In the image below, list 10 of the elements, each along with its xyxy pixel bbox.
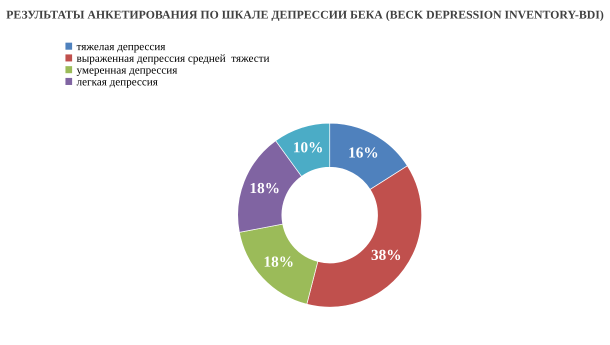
legend-label: легкая депрессия [76,80,158,88]
chart-title: РЕЗУЛЬТАТЫ АНКЕТИРОВАНИЯ ПО ШКАЛЕ ДЕПРЕССИИ БЕКА (BECK DEPRESSION INVENTORY-BDI) [6,10,604,22]
data-label: 38% [372,250,400,260]
data-label: 18% [250,182,279,194]
data-label: 16% [349,147,378,158]
legend-label: умеренная депрессия [76,68,178,76]
legend-label: тяжелая депрессия [76,44,166,52]
data-label: 18% [264,256,293,267]
legend-label: выраженная депрессия средней тяжести [76,54,270,64]
data-label: 10% [294,142,322,152]
